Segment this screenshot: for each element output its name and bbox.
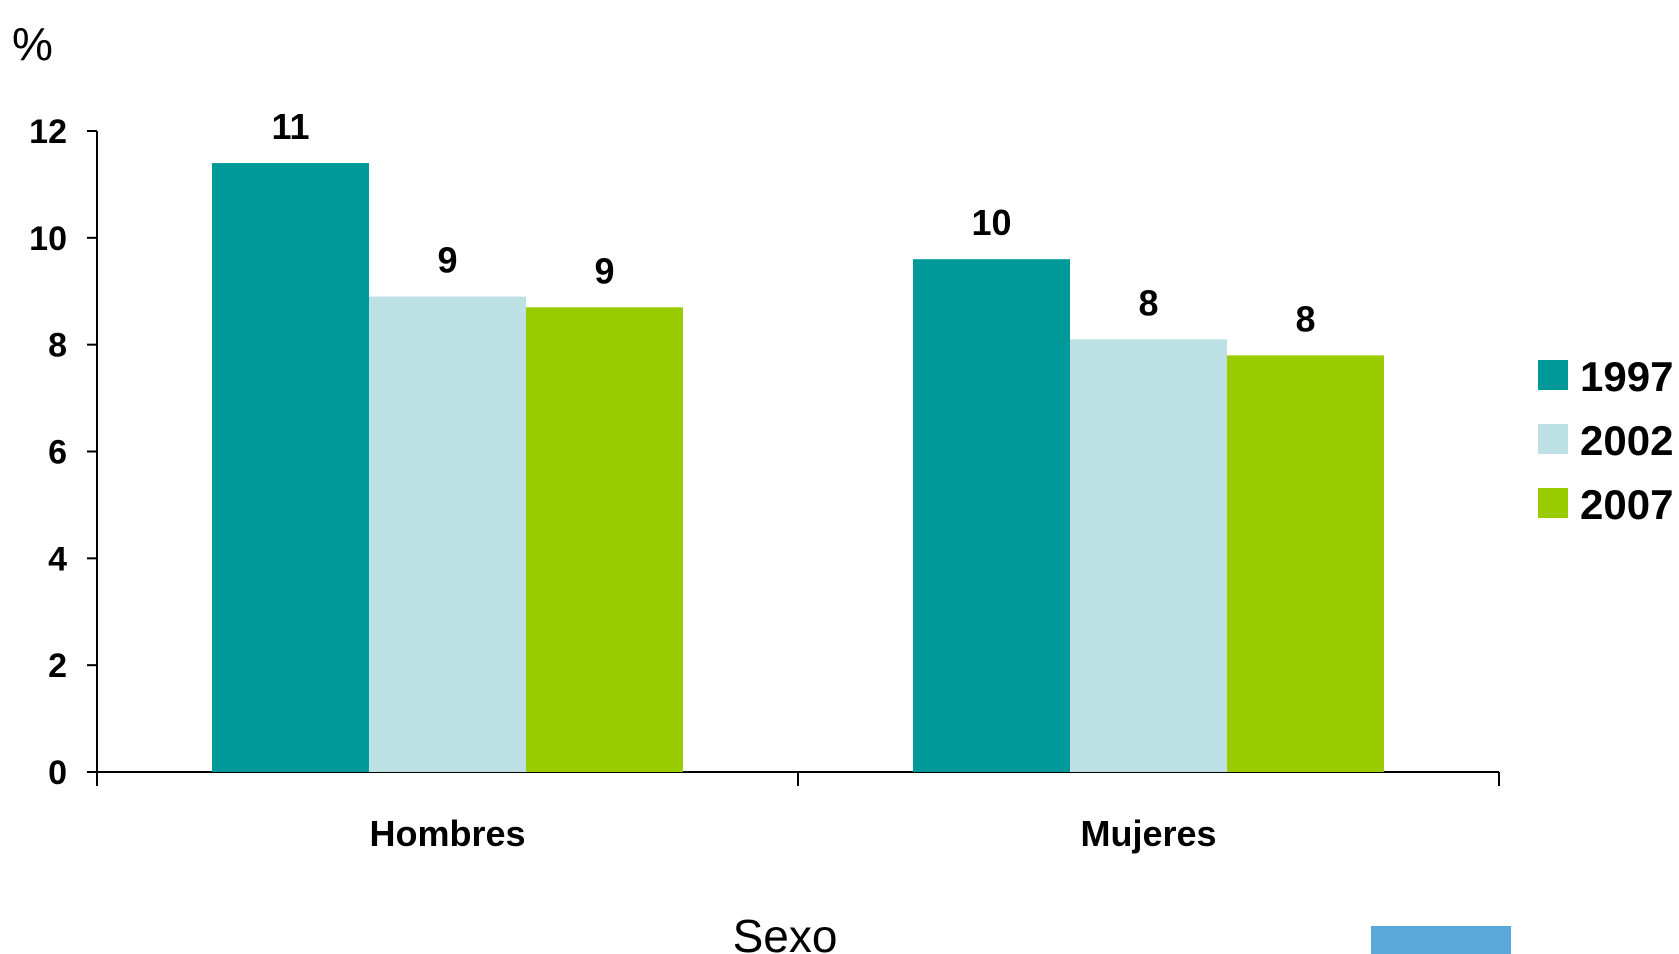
legend-label-2007: 2007: [1580, 481, 1673, 528]
y-tick-label: 4: [48, 540, 67, 578]
data-labels: 11 9 9 10 8 8: [271, 106, 1315, 339]
y-tick-label: 10: [29, 220, 67, 258]
category-labels: Hombres Mujeres: [369, 813, 1216, 854]
y-axis: 0 2 4 6 8 10 12: [29, 113, 98, 792]
y-tick-label: 0: [48, 754, 67, 792]
legend-label-2002: 2002: [1580, 417, 1673, 464]
category-label-hombres: Hombres: [369, 813, 525, 854]
bars: [212, 163, 1384, 773]
data-label: 9: [437, 240, 457, 281]
y-tick-label: 2: [48, 647, 67, 685]
data-label: 8: [1138, 282, 1158, 323]
legend-swatch-2007: [1538, 488, 1568, 518]
legend: 1997 2002 2007: [1538, 353, 1673, 528]
data-label: 11: [271, 106, 309, 147]
y-tick-label: 8: [48, 327, 67, 365]
bar-1997-hombres: [212, 163, 369, 773]
y-axis-title: %: [12, 18, 53, 70]
y-tick-label: 6: [48, 434, 67, 472]
data-label: 9: [594, 250, 614, 291]
x-axis-title: Sexo: [733, 910, 838, 954]
bar-2002-mujeres: [1070, 339, 1227, 772]
data-label: 10: [971, 202, 1011, 243]
legend-label-1997: 1997: [1580, 353, 1673, 400]
data-label: 8: [1295, 298, 1315, 339]
bar-2002-hombres: [369, 296, 526, 772]
category-label-mujeres: Mujeres: [1080, 813, 1216, 854]
photo-thumbnail-icon: [1371, 926, 1511, 954]
bar-2007-mujeres: [1227, 355, 1384, 772]
bar-1997-mujeres: [913, 259, 1070, 772]
y-tick-label: 12: [29, 113, 67, 151]
x-axis: [96, 771, 1500, 786]
legend-swatch-2002: [1538, 424, 1568, 454]
bar-2007-hombres: [526, 307, 683, 772]
legend-swatch-1997: [1538, 360, 1568, 390]
